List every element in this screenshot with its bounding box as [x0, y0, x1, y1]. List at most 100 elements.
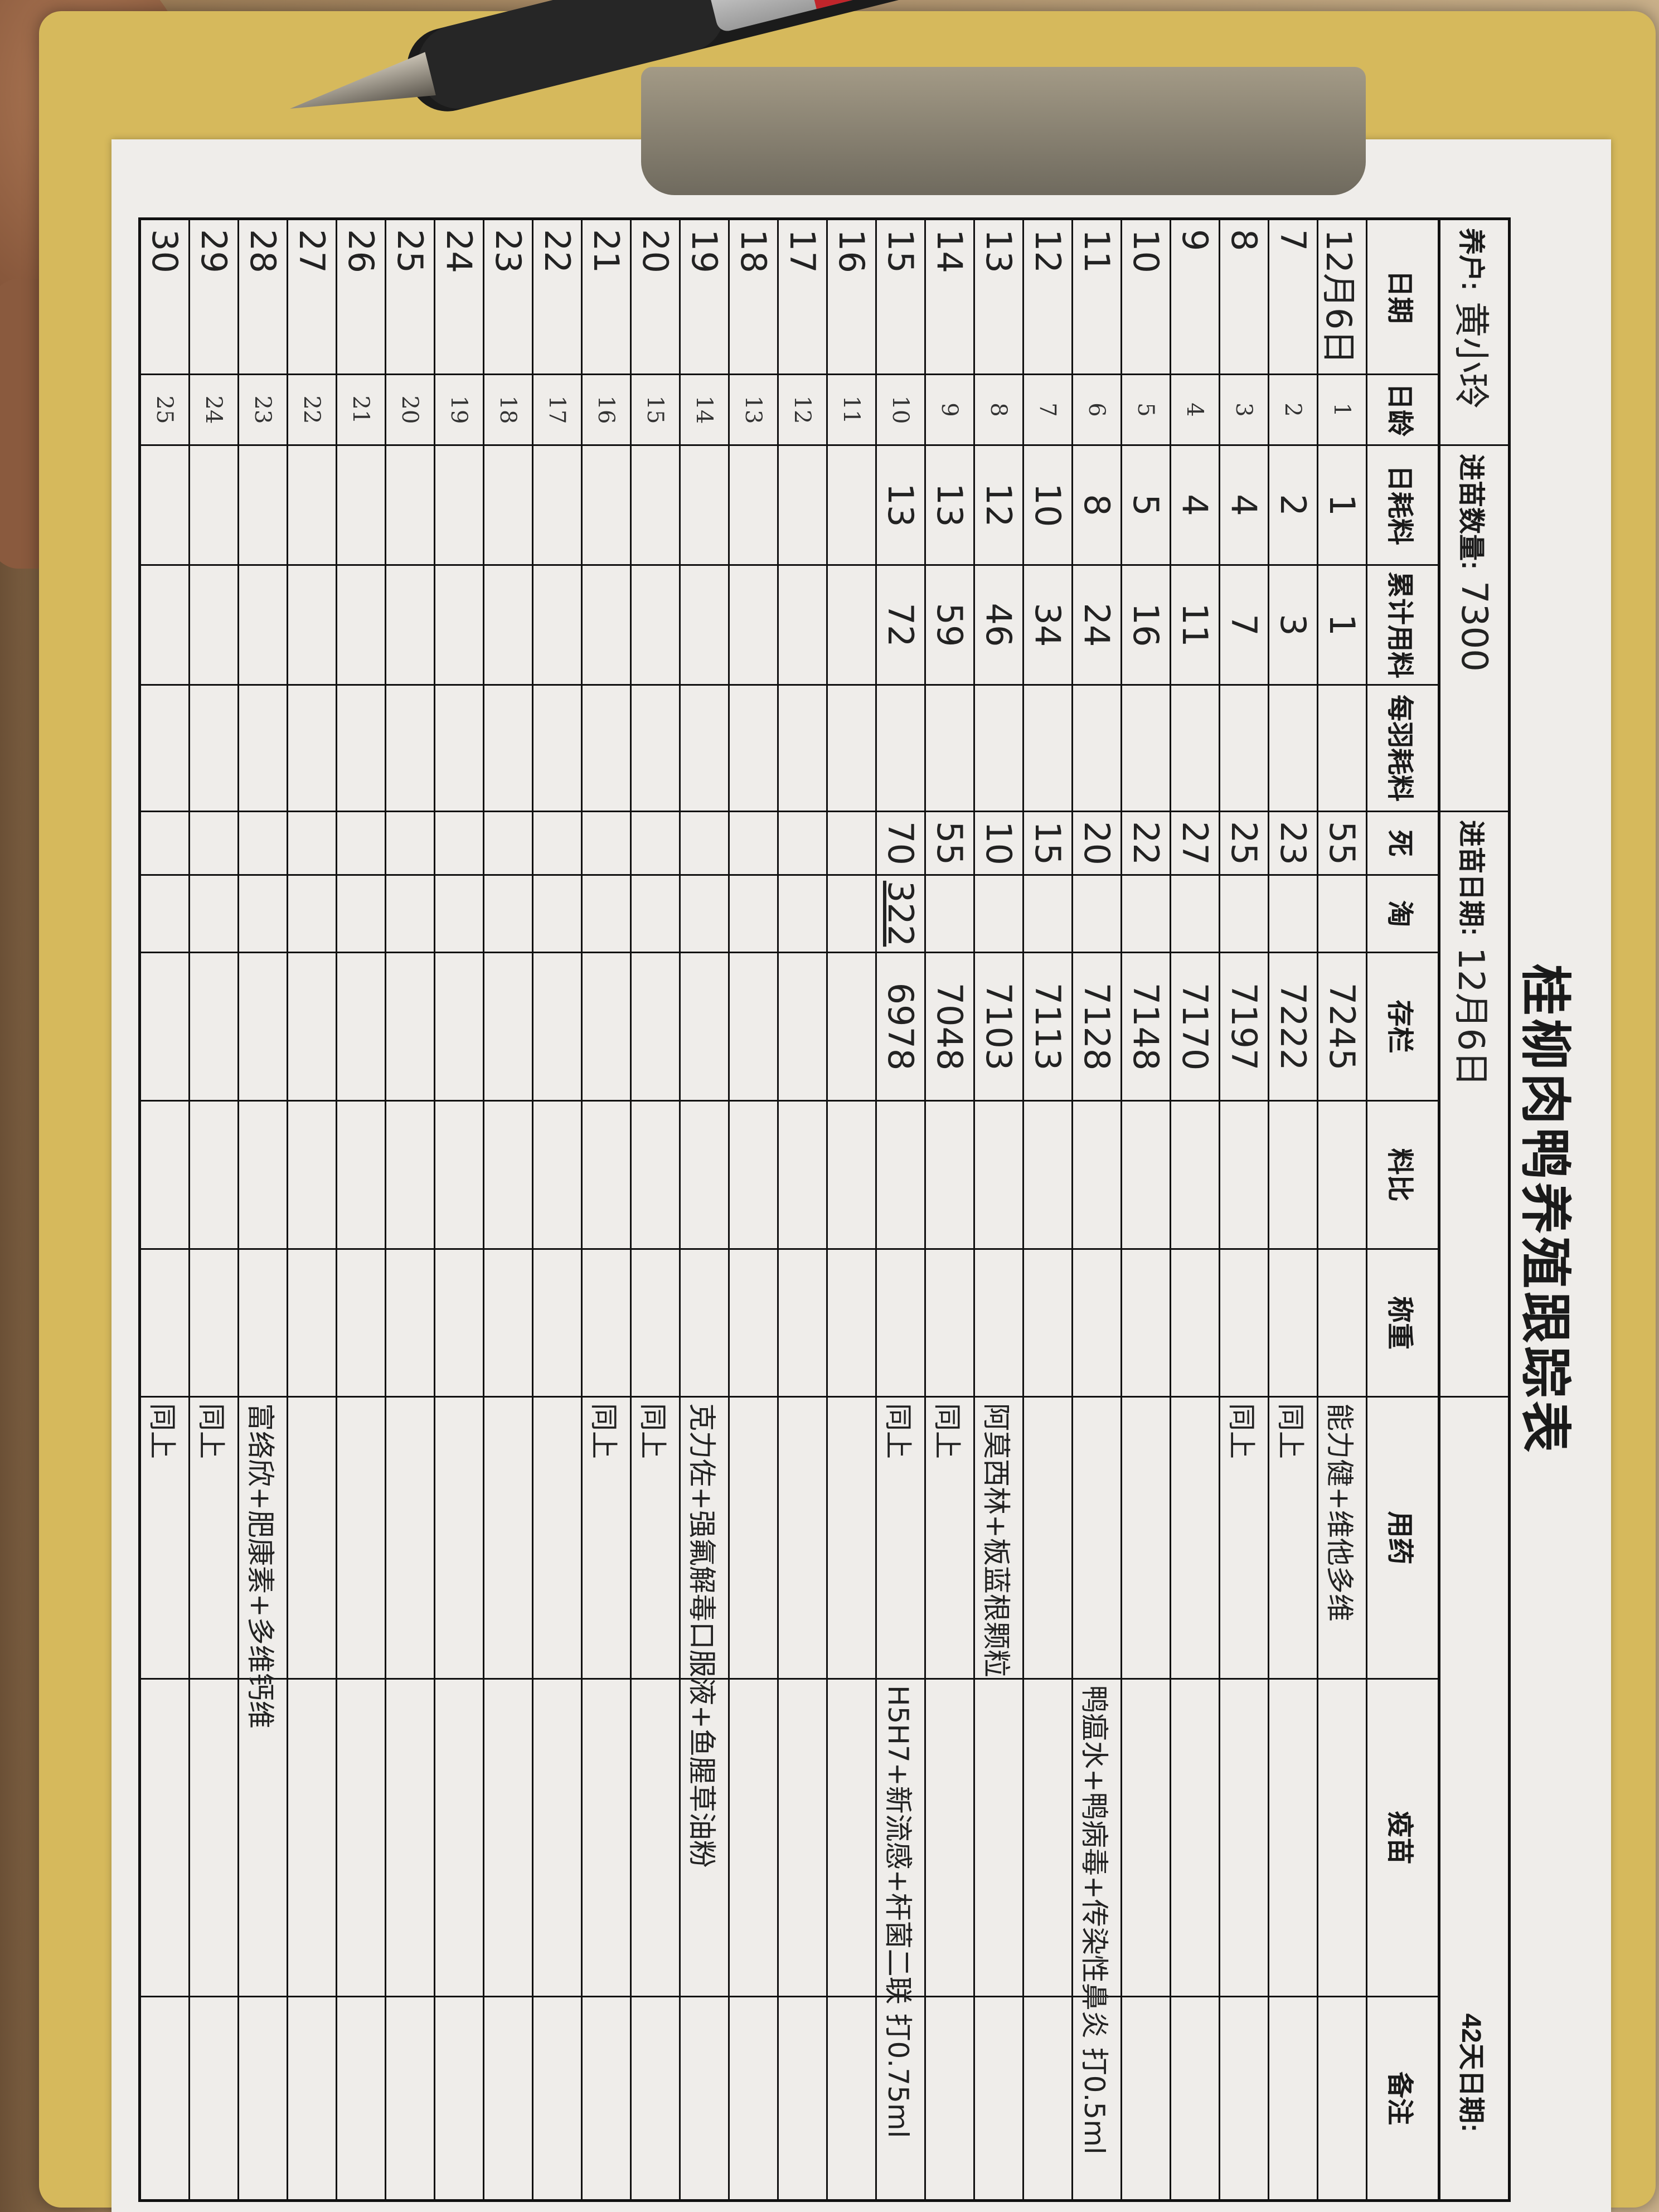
cell-feed	[337, 446, 385, 566]
cell-ratio	[484, 1102, 532, 1250]
arrival-date-value: 12月6日	[1450, 947, 1492, 1087]
cell-per	[1318, 686, 1366, 812]
cell-feed	[435, 446, 483, 566]
cell-med: 同上	[1269, 1398, 1317, 1680]
cell-per	[239, 686, 287, 812]
cell-cum	[828, 566, 875, 686]
cell-cum	[681, 566, 728, 686]
cell-weight	[190, 1250, 237, 1398]
age-value: 15	[642, 395, 668, 424]
cell-per	[975, 686, 1022, 812]
cell-feed	[239, 446, 287, 566]
cell-cum: 3	[1269, 566, 1317, 686]
cum-value: 46	[978, 603, 1019, 647]
cell-weight	[828, 1250, 875, 1398]
table-row: 12月6日 1 1 1 55 7245 能力健+维他多维	[1317, 220, 1366, 2199]
cell-date: 27	[288, 220, 336, 375]
age-value: 23	[250, 395, 276, 424]
cell-age: 5	[1122, 375, 1170, 446]
cell-cull: 322	[877, 876, 924, 953]
age-value: 10	[887, 395, 914, 424]
cell-ratio	[1318, 1102, 1366, 1250]
cell-note	[828, 1997, 875, 2199]
cell-stock: 7048	[926, 953, 973, 1102]
cum-value: 72	[880, 603, 921, 647]
column-header-age: 日龄	[1367, 375, 1438, 446]
cell-dead	[386, 812, 434, 876]
cell-date: 22	[533, 220, 581, 375]
cell-date: 12月6日	[1318, 220, 1366, 375]
cell-feed	[288, 446, 336, 566]
date-value: 30	[144, 229, 185, 273]
age-value: 18	[495, 395, 521, 424]
date-value: 14	[929, 229, 970, 273]
farmer-field: 养户: 黄小玲	[1440, 220, 1508, 446]
cell-ratio	[1220, 1102, 1268, 1250]
cell-cum	[288, 566, 336, 686]
dead-value: 55	[1322, 821, 1362, 865]
cell-age: 17	[533, 375, 581, 446]
cell-cull	[1220, 876, 1268, 953]
cell-ratio	[828, 1102, 875, 1250]
cell-ratio	[533, 1102, 581, 1250]
cell-date: 16	[828, 220, 875, 375]
cell-cum: 11	[1171, 566, 1219, 686]
cell-feed	[141, 446, 188, 566]
cell-per	[484, 686, 532, 812]
table-body: 12月6日 1 1 1 55 7245 能力健+维他多维 7 2 2 3 23 7222 同上 8 3 4 7 25…	[141, 220, 1366, 2199]
column-header-dead: 死	[1367, 812, 1438, 876]
cell-age: 10	[877, 375, 924, 446]
table-row: 23 18	[483, 220, 532, 2199]
cell-stock: 7245	[1318, 953, 1366, 1102]
feed-value: 4	[1175, 494, 1215, 516]
cell-cull	[583, 876, 630, 953]
cell-med	[779, 1398, 826, 1680]
cell-weight	[975, 1250, 1022, 1398]
date-value: 26	[341, 229, 381, 273]
dead-value: 15	[1027, 821, 1068, 865]
cell-per	[435, 686, 483, 812]
med-value: 同上	[195, 1403, 228, 1459]
cull-value: 322	[880, 880, 921, 947]
arrival-date-field: 进苗日期: 12月6日	[1440, 812, 1508, 1398]
cell-per	[386, 686, 434, 812]
cell-dead	[583, 812, 630, 876]
column-header-per: 每羽耗料	[1367, 686, 1438, 812]
med-value: 同上	[637, 1403, 670, 1459]
cell-weight	[730, 1250, 777, 1398]
day42-field: 42天日期:	[1440, 1398, 1508, 2199]
cell-stock: 7170	[1171, 953, 1219, 1102]
arrival-date-label: 进苗日期:	[1456, 820, 1486, 936]
table-row: 30 25 同上	[141, 220, 188, 2199]
cell-per	[926, 686, 973, 812]
date-value: 17	[782, 229, 823, 273]
cell-note	[386, 1997, 434, 2199]
date-value: 16	[831, 229, 872, 273]
cell-vac	[1122, 1680, 1170, 1997]
cell-ratio	[386, 1102, 434, 1250]
stock-value: 7222	[1273, 982, 1313, 1071]
cell-stock	[190, 953, 237, 1102]
cell-feed	[681, 446, 728, 566]
date-value: 8	[1224, 229, 1264, 251]
cell-dead	[288, 812, 336, 876]
cell-age: 8	[975, 375, 1022, 446]
table-row: 7 2 2 3 23 7222 同上	[1268, 220, 1317, 2199]
cell-date: 23	[484, 220, 532, 375]
age-value: 20	[397, 395, 423, 424]
date-value: 23	[488, 229, 528, 273]
age-value: 17	[544, 395, 570, 424]
cell-feed	[484, 446, 532, 566]
cell-weight	[337, 1250, 385, 1398]
cell-cull	[681, 876, 728, 953]
cell-ratio	[926, 1102, 973, 1250]
cell-weight	[1171, 1250, 1219, 1398]
cell-med	[1122, 1398, 1170, 1680]
cell-stock	[288, 953, 336, 1102]
stock-value: 6978	[880, 982, 921, 1071]
cell-cull	[779, 876, 826, 953]
cell-stock: 7128	[1073, 953, 1120, 1102]
cell-cull	[1269, 876, 1317, 953]
farmer-value: 黄小玲	[1450, 302, 1492, 409]
cell-med: 同上	[141, 1398, 188, 1680]
